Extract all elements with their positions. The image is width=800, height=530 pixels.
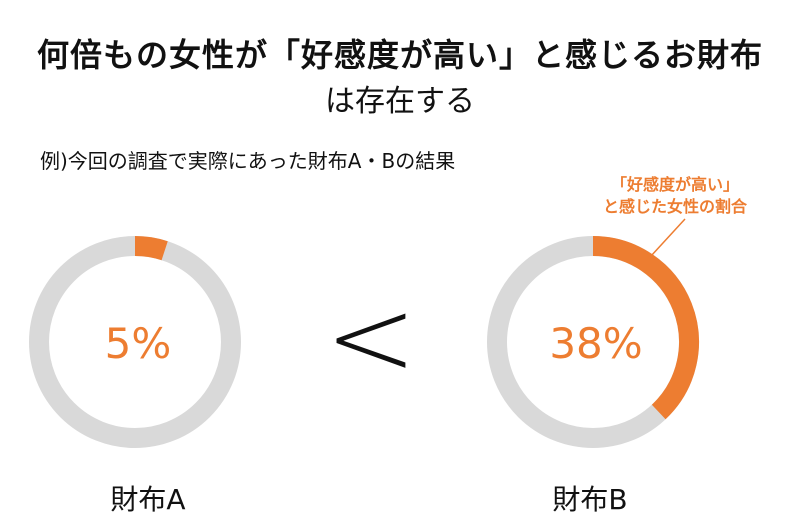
page-subtitle: は存在する xyxy=(325,84,475,119)
annotation-line-1: 「好感度が高い」 xyxy=(610,175,739,194)
example-note: 例)今回の調査で実際にあった財布A・Bの結果 xyxy=(40,149,456,173)
donut-chart-b: 38% xyxy=(487,236,699,448)
annotation-callout: 「好感度が高い」 と感じた女性の割合 xyxy=(555,174,795,218)
donut-chart-a: 5% xyxy=(29,236,241,448)
donut-value-label-a: 5% xyxy=(105,319,172,368)
less-than-symbol: < xyxy=(325,273,417,401)
page-title: 何倍もの女性が「好感度が高い」と感じるお財布 xyxy=(36,36,763,74)
wallet-b-label: 財布B xyxy=(552,483,628,516)
annotation-leader-line xyxy=(639,218,686,269)
wallet-a-label: 財布A xyxy=(110,483,186,516)
donut-value-label-b: 38% xyxy=(549,319,642,368)
annotation-line-2: と感じた女性の割合 xyxy=(602,197,747,216)
donut-value-arc-a xyxy=(134,236,168,261)
donut-value-arc-b xyxy=(592,236,699,420)
